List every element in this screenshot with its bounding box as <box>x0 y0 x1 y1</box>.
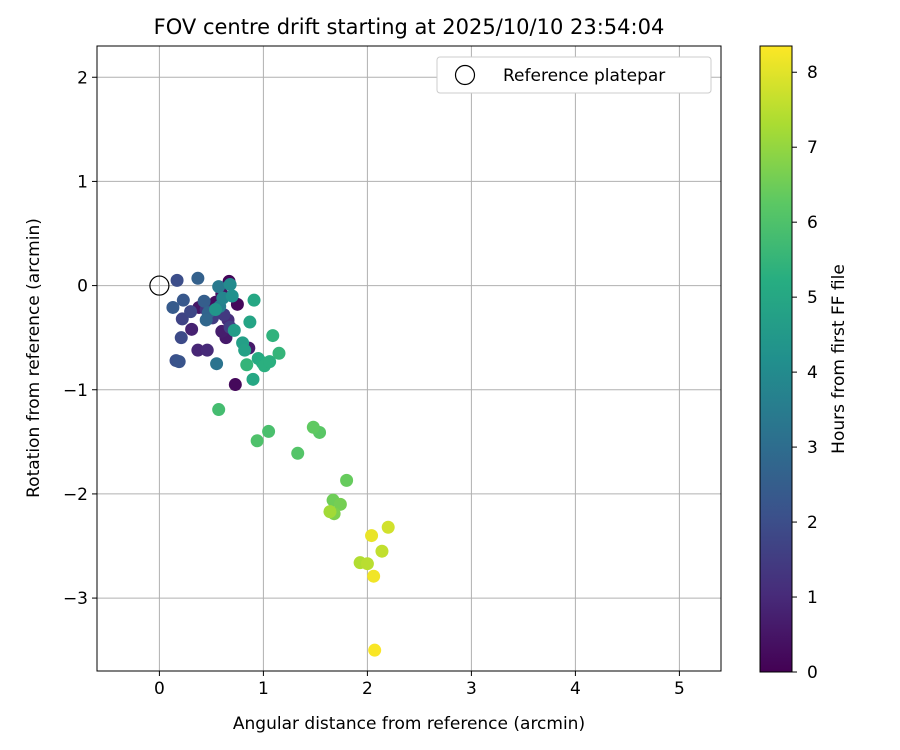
data-point <box>212 280 226 294</box>
data-point <box>228 378 242 392</box>
scatter-points <box>166 271 395 657</box>
data-point <box>262 424 276 438</box>
colorbar-gradient <box>759 45 793 673</box>
data-point <box>172 355 186 369</box>
colorbar-tick-label: 7 <box>807 138 818 158</box>
data-point <box>200 343 214 357</box>
plot-area: 0 1 2 3 4 5 2 1 0 −1 −2 −3 <box>63 45 722 699</box>
data-point <box>250 434 264 448</box>
axes-background <box>97 46 721 671</box>
data-point <box>166 300 180 314</box>
data-point <box>191 271 205 285</box>
data-point <box>263 355 277 369</box>
x-tick-label: 2 <box>362 679 373 699</box>
y-tick-label: 0 <box>77 277 88 297</box>
reference-marker <box>149 275 170 296</box>
colorbar-tick-label: 5 <box>807 288 818 308</box>
colorbar-tick-label: 6 <box>807 213 818 233</box>
data-point <box>340 473 354 487</box>
data-point <box>176 293 190 307</box>
colorbar: 0 1 2 3 4 5 6 7 8 Hours from first FF file <box>759 45 849 683</box>
x-axis-label: Angular distance from reference (arcmin) <box>233 714 585 734</box>
data-point <box>238 343 252 357</box>
colorbar-tick-label: 8 <box>807 63 818 83</box>
data-point <box>209 303 223 317</box>
data-point <box>212 403 226 417</box>
data-point <box>240 358 254 372</box>
grid-lines <box>97 46 721 671</box>
y-tick-label: −1 <box>63 381 88 401</box>
x-tick-label: 3 <box>466 679 477 699</box>
data-point <box>365 529 379 543</box>
x-tick-label: 1 <box>258 679 269 699</box>
y-tick-label: 2 <box>77 68 88 88</box>
data-point <box>381 520 395 534</box>
y-axis-label: Rotation from reference (arcmin) <box>24 218 44 498</box>
data-point <box>185 322 199 336</box>
data-point <box>199 313 213 327</box>
data-point <box>170 273 184 287</box>
colorbar-tick-label: 3 <box>807 438 818 458</box>
data-point <box>360 557 374 571</box>
data-point <box>197 294 211 308</box>
data-point <box>243 315 257 329</box>
reference-point <box>149 275 170 296</box>
data-point <box>333 497 347 511</box>
legend-marker-icon <box>454 64 476 86</box>
data-point <box>291 446 305 460</box>
legend-box <box>436 56 712 94</box>
data-point <box>375 544 389 558</box>
colorbar-tick-label: 2 <box>807 513 818 533</box>
data-point <box>191 343 205 357</box>
data-point <box>272 346 286 360</box>
legend-label: Reference platepar <box>503 66 665 86</box>
data-point <box>223 278 237 292</box>
data-point <box>323 505 337 519</box>
y-tick-label: −3 <box>63 589 88 609</box>
axes-frame <box>96 45 722 672</box>
colorbar-tick-label: 0 <box>807 663 818 683</box>
data-point <box>210 357 224 371</box>
x-axis-ticks: 0 1 2 3 4 5 <box>154 671 685 699</box>
colorbar-label: Hours from first FF file <box>829 264 849 454</box>
colorbar-ticks: 0 1 2 3 4 5 6 7 8 <box>792 63 818 683</box>
x-tick-label: 5 <box>674 679 685 699</box>
chart-title: FOV centre drift starting at 2025/10/10 … <box>154 15 665 39</box>
x-tick-label: 4 <box>570 679 581 699</box>
colorbar-tick-label: 1 <box>807 588 818 608</box>
legend: Reference platepar <box>436 56 712 94</box>
y-axis-ticks: 2 1 0 −1 −2 −3 <box>63 68 97 609</box>
data-point <box>174 331 188 345</box>
data-point <box>306 420 320 434</box>
data-point <box>367 569 381 583</box>
data-point <box>247 293 261 307</box>
data-point <box>368 643 382 657</box>
data-point <box>227 323 241 337</box>
y-tick-label: 1 <box>77 172 88 192</box>
x-tick-label: 0 <box>154 679 165 699</box>
data-point <box>225 289 239 303</box>
data-point <box>184 305 198 319</box>
data-point <box>246 372 260 386</box>
colorbar-tick-label: 4 <box>807 363 818 383</box>
data-point <box>266 329 280 343</box>
y-tick-label: −2 <box>63 485 88 505</box>
